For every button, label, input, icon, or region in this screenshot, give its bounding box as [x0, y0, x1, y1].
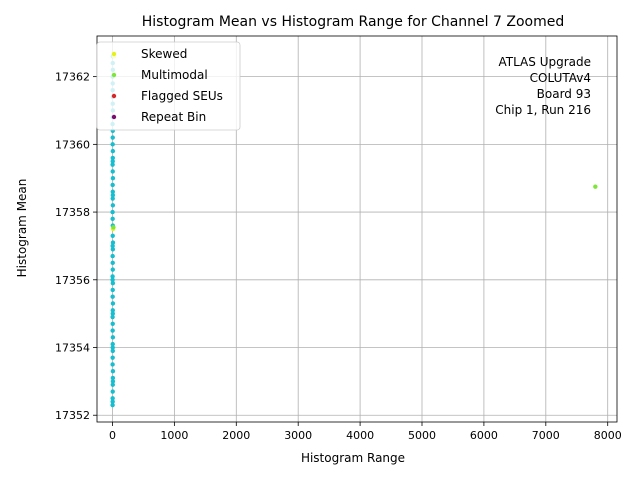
point-normal: [110, 348, 115, 354]
legend-marker: [111, 51, 117, 57]
x-tick-label: 4000: [346, 429, 374, 442]
point-normal: [110, 247, 116, 252]
point-normal: [110, 375, 116, 381]
point-normal: [110, 162, 115, 167]
legend-marker: [111, 114, 117, 120]
annotation-text: ATLAS Upgrade COLUTAv4 Board 93 Chip 1, Run…: [495, 55, 591, 117]
legend-entry: Flagged SEUs: [141, 89, 223, 103]
point-normal: [110, 396, 115, 401]
x-tick-label: 0: [109, 429, 116, 442]
x-tick-label: 3000: [284, 429, 312, 442]
legend-entry: Multimodal: [141, 68, 208, 82]
point-normal: [110, 274, 115, 279]
point-normal: [110, 216, 115, 222]
point-normal: [110, 243, 115, 249]
point-normal: [110, 267, 115, 272]
point-normal: [110, 308, 115, 313]
point-normal: [110, 355, 115, 360]
point-normal: [110, 277, 115, 282]
point-normal: [110, 369, 116, 374]
point-normal: [110, 321, 115, 327]
y-tick-label: 17352: [55, 409, 90, 422]
y-axis-label: Histogram Mean: [15, 179, 29, 278]
point-normal: [110, 301, 116, 306]
point-normal: [110, 294, 115, 299]
point-normal: [110, 155, 115, 161]
point-multimodal: [111, 225, 116, 230]
point-normal: [110, 341, 115, 347]
point-normal: [110, 389, 115, 394]
x-tick-label: 7000: [532, 429, 560, 442]
point-normal: [110, 328, 115, 333]
legend-entry: Repeat Bin: [141, 110, 206, 124]
point-normal: [110, 142, 115, 147]
point-normal: [110, 159, 115, 164]
legend-box: [96, 41, 241, 131]
point-normal: [110, 345, 115, 350]
point-normal: [110, 260, 115, 266]
point-normal: [110, 189, 115, 194]
y-tick-label: 17358: [55, 206, 90, 219]
point-normal: [110, 196, 115, 201]
chart-title: Histogram Mean vs Histogram Range for Ch…: [142, 14, 564, 30]
annotation-line: COLUTAv4: [530, 71, 591, 85]
point-multimodal: [593, 184, 598, 189]
point-normal: [110, 314, 115, 320]
x-tick-label: 5000: [408, 429, 436, 442]
x-tick-label: 6000: [470, 429, 498, 442]
legend-marker: [111, 93, 117, 99]
point-normal: [110, 209, 115, 215]
point-normal: [110, 176, 116, 181]
point-normal: [110, 379, 116, 384]
annotation-line: Chip 1, Run 216: [495, 103, 591, 117]
point-normal: [110, 192, 116, 198]
point-normal: [110, 135, 115, 140]
plot-frame: [96, 35, 618, 423]
point-normal: [110, 169, 115, 174]
point-normal: [110, 287, 115, 293]
annotation-line: ATLAS Upgrade: [498, 55, 591, 69]
legend-entry: Skewed: [141, 47, 187, 61]
point-normal: [110, 335, 116, 340]
point-normal: [110, 233, 115, 238]
point-normal: [110, 382, 115, 387]
point-normal: [110, 399, 115, 404]
x-axis-ticks: 0 1000 2000 3000 4000 5000 6000 7000 8000: [109, 422, 622, 442]
annotation-line: Board 93: [537, 87, 591, 101]
x-tick-label: 1000: [160, 429, 188, 442]
y-tick-label: 17362: [55, 71, 90, 84]
legend-marker: [111, 72, 117, 78]
x-tick-label: 2000: [222, 429, 250, 442]
point-normal: [110, 311, 115, 316]
x-tick-label: 8000: [594, 429, 622, 442]
point-normal: [110, 402, 115, 408]
x-axis-label: Histogram Range: [301, 451, 405, 465]
point-normal: [110, 182, 115, 188]
point-normal: [110, 362, 115, 367]
point-normal: [110, 240, 116, 245]
legend: Skewed Multimodal Flagged SEUs Repeat Bin: [96, 41, 241, 131]
y-tick-label: 17354: [55, 342, 90, 355]
y-tick-label: 17360: [55, 138, 90, 151]
point-normal: [110, 203, 116, 208]
point-normal: [110, 148, 116, 154]
y-axis-ticks: 17352 17354 17356 17358 17360 17362: [55, 71, 97, 422]
point-normal: [110, 253, 115, 259]
point-normal: [110, 280, 116, 286]
y-tick-label: 17356: [55, 274, 90, 287]
